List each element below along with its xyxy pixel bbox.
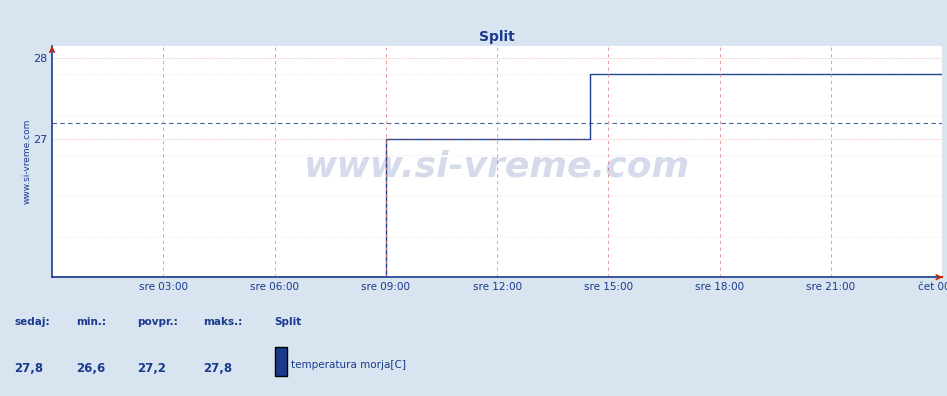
Text: Split: Split <box>275 317 302 327</box>
Text: temperatura morja[C]: temperatura morja[C] <box>291 360 405 370</box>
Text: 27,2: 27,2 <box>137 362 167 375</box>
Text: povpr.:: povpr.: <box>137 317 178 327</box>
Text: 26,6: 26,6 <box>76 362 105 375</box>
Text: min.:: min.: <box>76 317 106 327</box>
Text: www.si-vreme.com: www.si-vreme.com <box>304 149 690 183</box>
Title: Split: Split <box>479 30 515 44</box>
Text: 27,8: 27,8 <box>204 362 233 375</box>
Text: maks.:: maks.: <box>204 317 242 327</box>
Text: 27,8: 27,8 <box>14 362 44 375</box>
Text: sedaj:: sedaj: <box>14 317 50 327</box>
Y-axis label: www.si-vreme.com: www.si-vreme.com <box>23 119 31 204</box>
